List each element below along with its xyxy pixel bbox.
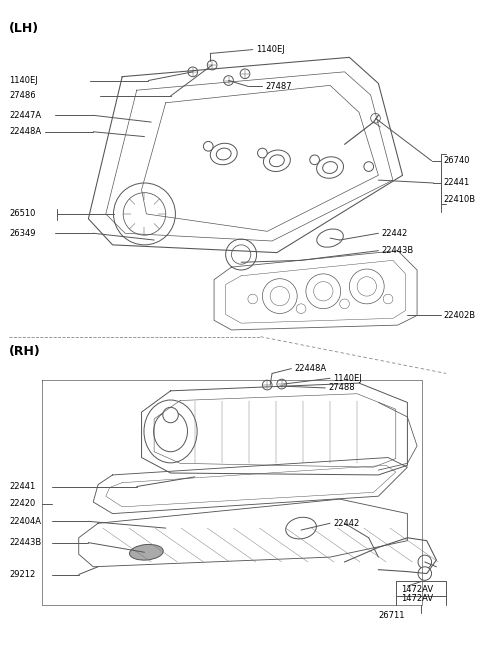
Text: 1140EJ: 1140EJ [333, 374, 362, 382]
Circle shape [207, 60, 217, 70]
Text: 22443B: 22443B [9, 538, 41, 547]
Circle shape [277, 379, 287, 389]
Text: 1472AV: 1472AV [401, 594, 433, 603]
Text: 26349: 26349 [9, 229, 36, 237]
Circle shape [263, 380, 272, 390]
Text: 26740: 26740 [443, 156, 469, 165]
Text: 27487: 27487 [265, 82, 292, 91]
Circle shape [310, 155, 319, 165]
Text: 22447A: 22447A [9, 111, 41, 120]
Circle shape [418, 567, 432, 581]
Circle shape [188, 67, 198, 77]
Circle shape [258, 148, 267, 158]
Text: 22420: 22420 [9, 499, 36, 508]
Text: 29212: 29212 [9, 570, 36, 579]
Text: 22443B: 22443B [381, 246, 414, 255]
Ellipse shape [130, 544, 163, 560]
Text: 22442: 22442 [333, 519, 359, 528]
Text: 26510: 26510 [9, 209, 36, 218]
Text: 22441: 22441 [443, 178, 469, 188]
Text: 1140EJ: 1140EJ [256, 45, 284, 54]
Text: 26711: 26711 [378, 611, 405, 620]
Circle shape [364, 162, 373, 171]
Text: (LH): (LH) [9, 22, 39, 35]
Text: 27488: 27488 [328, 384, 355, 392]
Text: 27486: 27486 [9, 91, 36, 100]
Text: 22402B: 22402B [443, 311, 475, 320]
Text: 1140EJ: 1140EJ [9, 76, 38, 85]
Circle shape [418, 555, 432, 569]
Text: 1472AV: 1472AV [401, 584, 433, 594]
Text: 22442: 22442 [381, 229, 408, 237]
Circle shape [224, 75, 233, 85]
Text: 22448A: 22448A [294, 364, 326, 373]
Text: (RH): (RH) [9, 344, 41, 358]
Circle shape [240, 69, 250, 79]
Text: 22441: 22441 [9, 482, 36, 491]
Text: 22448A: 22448A [9, 127, 41, 136]
Text: 22404A: 22404A [9, 517, 41, 526]
Circle shape [204, 142, 213, 151]
Text: 22410B: 22410B [443, 195, 475, 204]
Circle shape [163, 407, 178, 422]
